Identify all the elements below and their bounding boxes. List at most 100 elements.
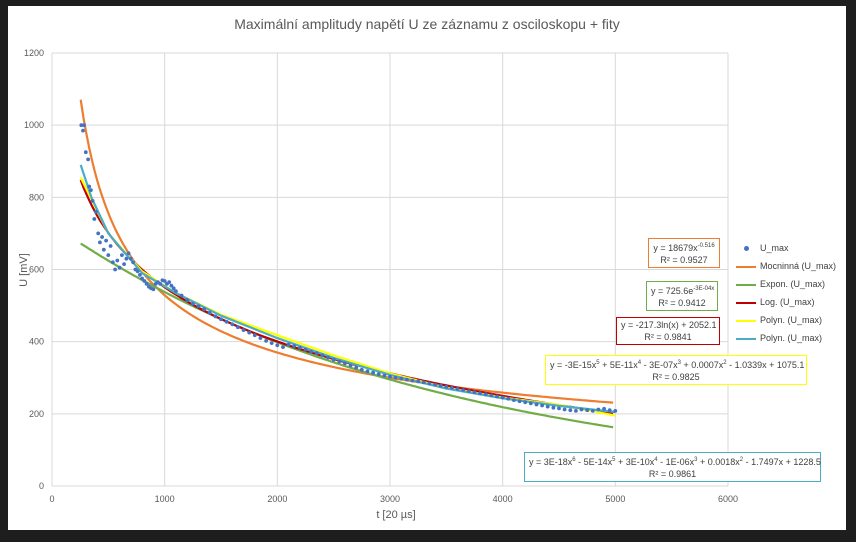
data-point xyxy=(303,347,308,352)
legend-line xyxy=(736,284,756,286)
data-point xyxy=(83,150,88,155)
y-tick-label: 1000 xyxy=(24,120,44,130)
legend-label: Polyn. (U_max) xyxy=(760,315,823,325)
data-point xyxy=(585,408,590,413)
data-point xyxy=(87,184,92,189)
data-point xyxy=(557,406,561,411)
annotation-r2: R² = 0.9412 xyxy=(658,298,706,308)
data-point xyxy=(117,265,122,270)
data-point xyxy=(421,380,426,385)
fit-line-0 xyxy=(79,99,614,404)
data-point xyxy=(113,267,117,272)
x-tick-label: 1000 xyxy=(155,494,175,504)
data-point xyxy=(512,398,516,402)
x-tick-label: 6000 xyxy=(718,494,738,504)
data-point xyxy=(167,280,172,284)
annotation-r2: R² = 0.9861 xyxy=(648,469,697,479)
data-point xyxy=(104,238,108,243)
data-point xyxy=(269,341,274,345)
data-point xyxy=(236,325,240,330)
data-point xyxy=(472,390,477,395)
data-point xyxy=(108,244,113,248)
data-point xyxy=(92,217,97,221)
annotation-log-fit: y = -217.3ln(x) + 2052.1 R² = 0.9841 xyxy=(616,317,720,345)
y-tick-label: 1200 xyxy=(24,48,44,58)
x-tick-label: 3000 xyxy=(380,494,400,504)
chart-frame: Maximální amplitudy napětí U ze záznamu … xyxy=(8,6,846,530)
data-point xyxy=(461,388,466,392)
data-point xyxy=(568,408,573,413)
data-point xyxy=(551,405,556,410)
data-point xyxy=(126,251,131,256)
fit-line-2 xyxy=(79,179,614,415)
y-axis-title: U [mV] xyxy=(18,253,30,287)
data-point xyxy=(122,262,126,266)
data-point xyxy=(202,307,207,312)
data-point xyxy=(90,199,95,203)
legend-label: U_max xyxy=(760,243,789,253)
data-point xyxy=(534,402,539,407)
data-point xyxy=(343,361,347,366)
data-point xyxy=(258,336,263,340)
data-point xyxy=(579,407,584,412)
legend-line xyxy=(736,320,756,322)
annotation-r2: R² = 0.9825 xyxy=(652,372,700,382)
data-point xyxy=(405,377,409,382)
annotation-exp-fit: y = 725.6e-3E-04x R² = 0.9412 xyxy=(646,281,718,311)
data-point xyxy=(129,256,133,261)
data-point xyxy=(115,258,120,263)
data-point xyxy=(489,393,494,398)
data-point xyxy=(79,123,84,128)
data-point xyxy=(354,365,359,370)
data-point xyxy=(427,381,432,386)
plot-area: 0 1000 2000 3000 4000 5000 6000 0 200 400 600 800 1… xyxy=(24,48,738,504)
data-point xyxy=(213,314,218,319)
data-points xyxy=(79,123,618,413)
data-point xyxy=(326,355,330,360)
y-tick-labels: 0 200 400 600 800 1000 1200 xyxy=(24,48,44,491)
annotation-equation: y = 3E-18x6 - 5E-14x5 + 3E-10x4 - 1E-06x… xyxy=(529,457,821,467)
annotation-equation: y = -3E-15x5 + 5E-11x4 - 3E-07x3 + 0.000… xyxy=(550,360,805,370)
data-point xyxy=(158,282,163,286)
data-point xyxy=(120,253,124,257)
data-point xyxy=(314,351,319,356)
data-point xyxy=(309,349,313,354)
data-point xyxy=(96,231,101,236)
legend-item-poly5: Polyn. (U_max) xyxy=(732,312,842,330)
data-point xyxy=(151,287,156,292)
x-tick-label: 0 xyxy=(49,494,54,504)
data-point xyxy=(388,374,392,379)
data-point xyxy=(190,301,195,306)
data-point xyxy=(162,279,167,283)
data-point xyxy=(142,279,147,283)
annotation-equation: y = 18679x-0.516 xyxy=(653,243,715,253)
data-point xyxy=(98,240,102,245)
data-point xyxy=(140,276,145,281)
data-point xyxy=(410,378,415,383)
legend-marker xyxy=(744,246,749,251)
y-tick-label: 800 xyxy=(29,192,44,202)
x-axis-title: t [20 µs] xyxy=(376,509,416,521)
legend-label: Polyn. (U_max) xyxy=(760,333,823,343)
data-point xyxy=(135,269,140,274)
fit-line-1 xyxy=(80,242,614,429)
data-point xyxy=(219,317,223,322)
data-point xyxy=(506,396,511,401)
legend: U_max Mocninná (U_max) Expon. (U_max) Lo… xyxy=(732,240,842,348)
data-point xyxy=(483,392,488,397)
data-point xyxy=(81,128,85,133)
data-point xyxy=(174,289,178,293)
data-point xyxy=(495,394,499,399)
data-point xyxy=(562,407,567,412)
data-point xyxy=(171,286,176,291)
data-point xyxy=(528,401,533,406)
grid xyxy=(51,52,729,487)
data-point xyxy=(596,407,601,412)
data-point xyxy=(399,376,404,381)
legend-label: Mocninná (U_max) xyxy=(760,261,837,271)
data-point xyxy=(124,256,129,261)
legend-item-log: Log. (U_max) xyxy=(732,294,842,312)
legend-item-poly6: Polyn. (U_max) xyxy=(732,330,842,348)
data-point xyxy=(94,209,98,214)
